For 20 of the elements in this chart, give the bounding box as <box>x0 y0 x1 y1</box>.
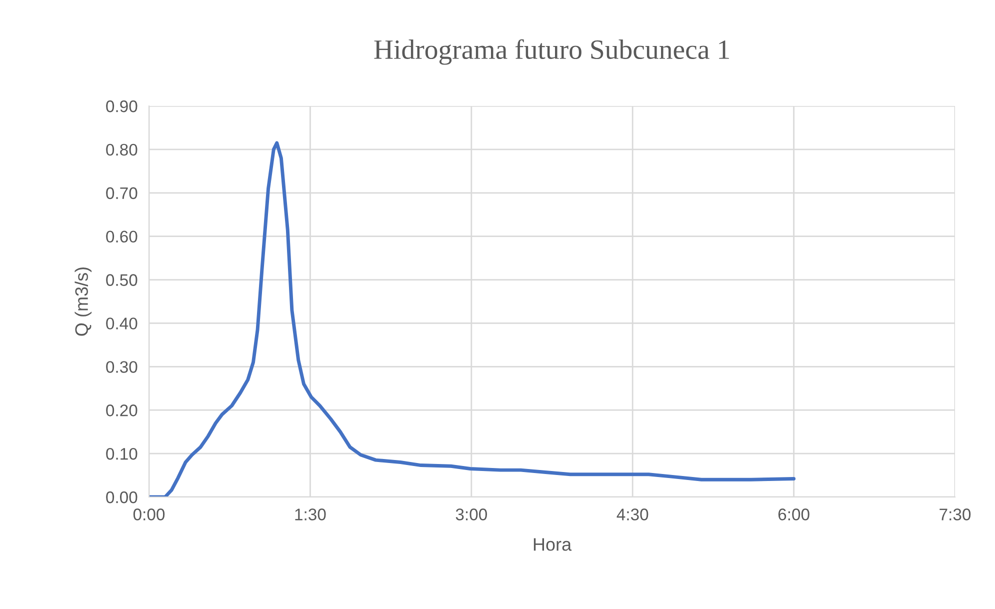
y-tick-label: 0.50 <box>106 274 138 286</box>
line-series <box>149 141 796 497</box>
y-tick-label: 0.40 <box>106 318 138 330</box>
y-tick-label: 0.10 <box>106 448 138 460</box>
y-axis-title: Q (m3/s) <box>74 268 92 336</box>
x-axis-title: Hora <box>534 538 572 551</box>
y-tick-label: 0.30 <box>106 361 138 373</box>
x-tick-label: 4:30 <box>616 508 648 520</box>
y-tick-label: 0.20 <box>106 404 138 416</box>
x-tick-label: 0:00 <box>133 508 165 520</box>
x-tick-label: 6:00 <box>778 508 810 520</box>
y-tick-label: 0.80 <box>106 144 138 156</box>
y-tick-label: 0.60 <box>106 230 138 243</box>
y-tick-label: 0.90 <box>106 100 138 112</box>
x-tick-label: 1:30 <box>295 508 326 520</box>
x-tick-label: 7:30 <box>940 508 971 520</box>
y-tick-label: 0.00 <box>106 491 138 504</box>
x-tick-label: 3:00 <box>456 508 487 520</box>
chart-title: Hidrograma futuro Subcuneca 1 <box>374 39 729 65</box>
y-tick-label: 0.70 <box>106 187 138 200</box>
